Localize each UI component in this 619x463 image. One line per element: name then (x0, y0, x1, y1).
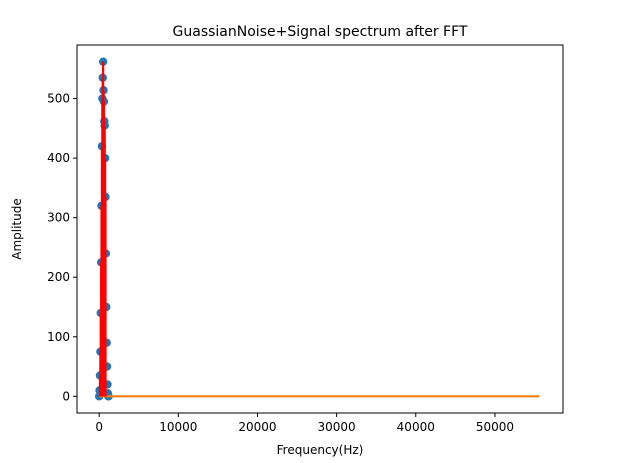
y-tick-label: 100 (47, 330, 70, 344)
y-axis-label: Amplitude (10, 198, 24, 260)
x-axis-ticks: 0 10000 20000 30000 40000 50000 (95, 413, 514, 434)
plot-area (76, 44, 564, 414)
series-layer (94, 57, 540, 401)
y-tick-label: 500 (47, 92, 70, 106)
y-tick-label: 0 (62, 389, 70, 403)
x-tick-label: 10000 (159, 420, 197, 434)
x-tick-label: 20000 (238, 420, 276, 434)
x-tick-label: 40000 (397, 420, 435, 434)
y-axis-ticks: 0 100 200 300 400 500 (47, 92, 77, 403)
x-axis-label: Frequency(Hz) (277, 443, 364, 457)
y-tick-label: 200 (47, 270, 70, 284)
chart-title: GuassianNoise+Signal spectrum after FFT (173, 24, 468, 40)
x-tick-label: 30000 (318, 420, 356, 434)
x-tick-label: 0 (95, 420, 103, 434)
y-tick-label: 300 (47, 211, 70, 225)
x-tick-label: 50000 (476, 420, 514, 434)
y-tick-label: 400 (47, 151, 70, 165)
